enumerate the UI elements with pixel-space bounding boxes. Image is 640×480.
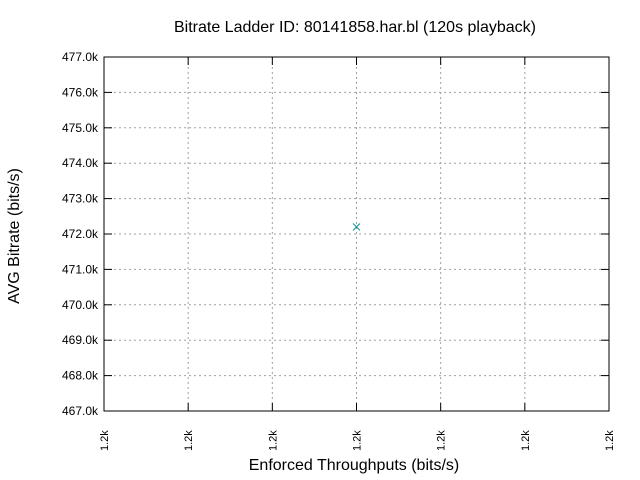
y-tick-label: 468.0k — [62, 369, 99, 383]
data-points — [352, 223, 361, 231]
y-tick-label: 472.0k — [62, 227, 99, 241]
data-point — [352, 223, 361, 231]
y-axis: 467.0k 468.0k 469.0k 470.0k 471.0k 472.0k 473.… — [62, 50, 609, 418]
x-tick-label: 1.2k — [352, 430, 364, 451]
y-tick-label: 470.0k — [62, 298, 99, 312]
y-tick-label: 469.0k — [62, 333, 99, 347]
grid — [104, 57, 609, 411]
x-tick-label: 1.2k — [183, 430, 195, 451]
chart-title: Bitrate Ladder ID: 80141858.har.bl (120s… — [174, 19, 536, 36]
y-tick-label: 477.0k — [62, 50, 99, 64]
x-axis-label: Enforced Throughputs (bits/s) — [249, 457, 459, 474]
y-tick-label: 474.0k — [62, 156, 99, 170]
y-axis-label: AVG Bitrate (bits/s) — [6, 168, 23, 304]
x-tick-label: 1.2k — [436, 430, 448, 451]
y-tick-label: 467.0k — [62, 404, 99, 418]
x-tick-label: 1.2k — [604, 430, 616, 451]
x-axis: 1.2k 1.2k 1.2k 1.2k 1.2k 1.2k 1.2k — [99, 57, 616, 451]
x-tick-label: 1.2k — [99, 430, 111, 451]
y-tick-label: 473.0k — [62, 192, 99, 206]
y-tick-label: 475.0k — [62, 121, 99, 135]
y-tick-label: 476.0k — [62, 85, 99, 99]
y-tick-label: 471.0k — [62, 262, 99, 276]
x-tick-label: 1.2k — [520, 430, 532, 451]
x-tick-label: 1.2k — [267, 430, 279, 451]
